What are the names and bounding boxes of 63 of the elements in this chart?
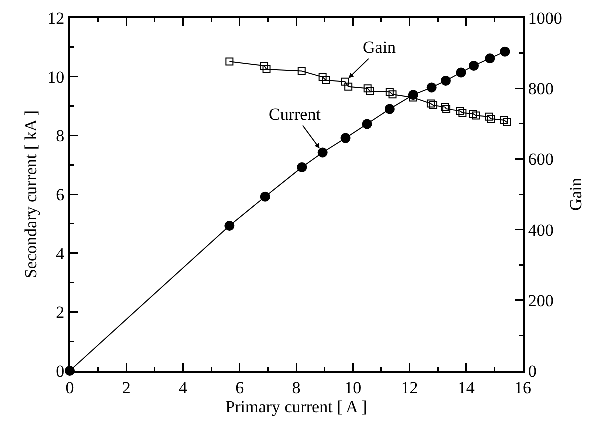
point	[500, 46, 510, 57]
point	[226, 58, 234, 66]
y-axis-title: Secondary current [ kA ]	[22, 110, 41, 279]
point	[500, 116, 508, 124]
point	[344, 82, 353, 91]
point	[322, 76, 330, 84]
point	[388, 90, 397, 99]
point	[386, 88, 394, 96]
x-tick-label: 4	[179, 378, 188, 398]
y-tick-label: 2	[56, 303, 65, 322]
series-label: Current	[269, 105, 322, 124]
point	[298, 67, 306, 76]
point	[318, 73, 327, 82]
y2-tick-label: 800	[528, 80, 554, 99]
point	[487, 114, 496, 123]
point	[384, 104, 395, 114]
point	[485, 54, 496, 64]
point	[472, 112, 480, 120]
y2-tick-label: 0	[528, 362, 537, 381]
point	[503, 118, 512, 126]
x-tick-label: 10	[344, 378, 362, 398]
y-tick-label: 4	[56, 244, 66, 264]
y-tick-label: 0	[56, 362, 65, 381]
point	[485, 112, 494, 121]
y-tick-label: 10	[48, 68, 65, 87]
x-tick-label: 8	[292, 378, 301, 398]
point	[318, 148, 328, 158]
y-tick-label: 8	[56, 126, 65, 146]
x-tick-label: 2	[122, 378, 131, 398]
x-tick-label: 12	[401, 378, 418, 398]
y2-axis-title: Gain	[566, 177, 586, 212]
point	[366, 87, 374, 96]
y2-tick-label: 200	[528, 291, 554, 310]
point	[341, 78, 350, 86]
point	[224, 220, 235, 231]
point	[440, 76, 451, 86]
y2-tick-label: 600	[528, 150, 554, 170]
point	[340, 133, 351, 144]
y2-tick-label: 1000	[528, 8, 562, 28]
y-tick-label: 6	[56, 185, 65, 204]
x-tick-label: 16	[514, 378, 532, 398]
legend-label: Gain	[363, 38, 397, 57]
point	[426, 82, 437, 93]
point	[362, 119, 372, 130]
point	[469, 60, 480, 71]
point	[442, 105, 451, 114]
point	[426, 100, 435, 108]
y-tick-label: 12	[48, 8, 65, 28]
point	[262, 66, 271, 74]
x-tick-label: 6	[236, 378, 244, 398]
point	[441, 103, 450, 112]
point	[430, 102, 438, 110]
point	[458, 108, 467, 117]
point	[260, 62, 269, 70]
point	[456, 107, 464, 116]
point	[297, 162, 308, 172]
point	[364, 84, 372, 93]
y2-tick-label: 400	[528, 220, 554, 240]
point	[469, 110, 478, 118]
point	[260, 192, 270, 202]
x-tick-label: 14	[458, 378, 476, 398]
x-axis-title: Primary current [ A ]	[226, 397, 368, 416]
point	[456, 68, 466, 78]
